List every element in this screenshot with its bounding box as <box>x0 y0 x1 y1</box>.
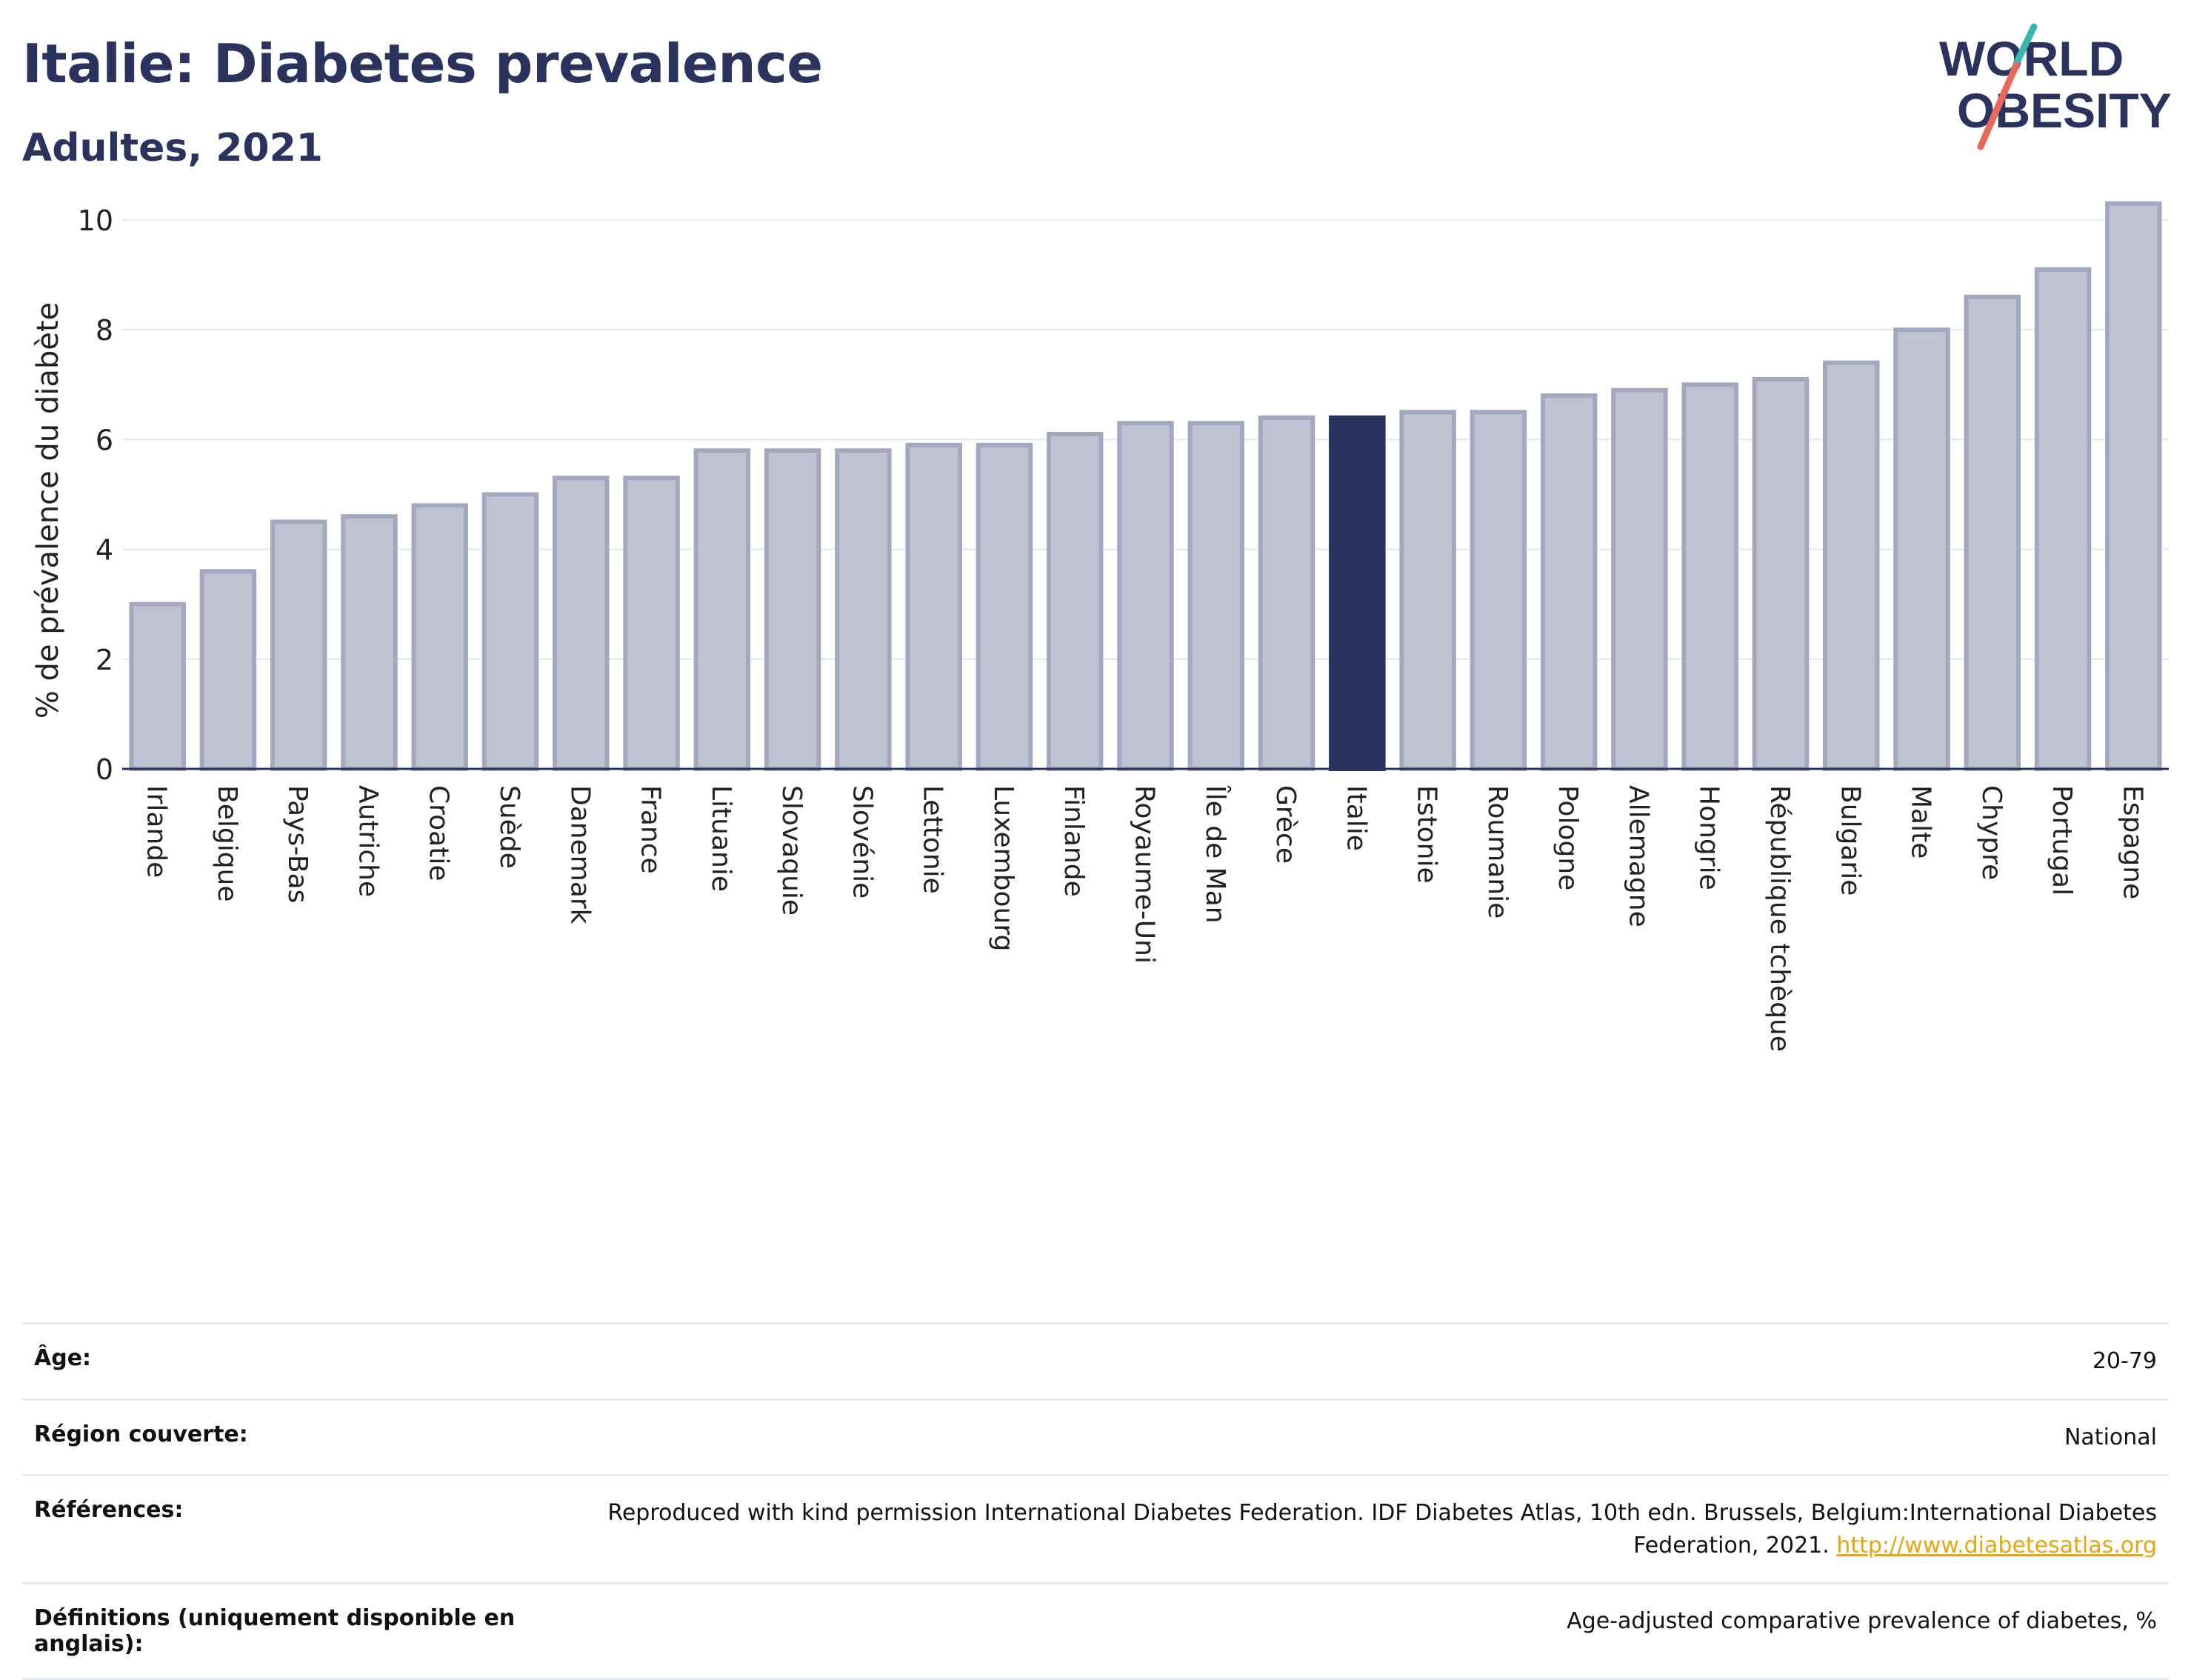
meta-row-age: Âge: 20-79 <box>22 1322 2169 1399</box>
meta-row-definitions: Définitions (uniquement disponible en an… <box>22 1582 2169 1680</box>
y-axis-ticks: 0 2 4 6 8 10 <box>78 204 113 786</box>
x-tick-label: Estonie <box>1412 785 1442 884</box>
y-tick-label: 10 <box>78 204 113 237</box>
x-tick-label: Finlande <box>1058 785 1089 897</box>
x-tick-label: Luxembourg <box>988 785 1018 951</box>
bar <box>1399 410 1456 771</box>
chart-title: Italie: Diabetes prevalence <box>22 33 823 95</box>
bar <box>481 492 539 771</box>
x-tick-label: République tchèque <box>1764 785 1795 1052</box>
bar <box>2105 201 2162 772</box>
bar <box>1752 376 1810 771</box>
x-tick-label: Irlande <box>141 785 172 878</box>
bar-chart: 0 2 4 6 8 10 Irlande Belgique Pays-Bas Autriche C… <box>31 201 2169 1052</box>
x-tick-label: Lettonie <box>918 785 948 894</box>
bar <box>553 476 610 771</box>
meta-value: Reproduced with kind permission Internat… <box>535 1474 2169 1584</box>
y-tick-label: 4 <box>96 534 113 567</box>
x-tick-label: Bulgarie <box>1835 785 1865 896</box>
meta-value: 20-79 <box>535 1322 2169 1399</box>
logo-line-2: OBESITY <box>1957 83 2172 138</box>
x-tick-label: Belgique <box>212 785 242 902</box>
x-tick-label: Autriche <box>353 785 383 897</box>
bar <box>199 569 257 771</box>
logo-slash-teal <box>2012 23 2038 67</box>
meta-key: Définitions (uniquement disponible en an… <box>22 1582 535 1680</box>
bar <box>129 601 186 772</box>
bar <box>1046 432 1104 771</box>
x-tick-label: Portugal <box>2047 785 2077 896</box>
bar <box>1470 410 1527 771</box>
x-tick-label: Malte <box>1906 785 1936 859</box>
bar <box>1540 393 1598 771</box>
chart-subtitle: Adultes, 2021 <box>22 126 323 170</box>
bar <box>1187 421 1245 771</box>
x-tick-label: Roumanie <box>1482 785 1513 919</box>
x-tick-label: France <box>636 785 666 874</box>
x-tick-label: Danemark <box>564 785 595 924</box>
x-tick-label: Hongrie <box>1694 785 1724 890</box>
meta-row-region: Région couverte: National <box>22 1398 2169 1476</box>
meta-key: Références: <box>22 1474 535 1584</box>
x-tick-label: Slovénie <box>847 785 877 899</box>
bar <box>764 448 821 771</box>
references-link[interactable]: http://www.diabetesatlas.org <box>1836 1532 2157 1559</box>
x-tick-label: Grèce <box>1270 785 1301 864</box>
bar <box>976 442 1033 771</box>
y-axis-label: % de prévalence du diabète <box>31 302 65 719</box>
bar-highlighted <box>1329 415 1386 771</box>
x-axis-ticks: Irlande Belgique Pays-Bas Autriche Croatie Su… <box>141 784 2148 1052</box>
bar <box>1893 327 1950 771</box>
bar <box>1823 360 1880 771</box>
references-text: Reproduced with kind permission Internat… <box>607 1500 2157 1559</box>
bar <box>835 448 892 771</box>
bar <box>411 503 468 771</box>
bar <box>1964 294 2021 771</box>
meta-value: Age-adjusted comparative prevalence of d… <box>535 1582 2169 1680</box>
x-tick-label: Suède <box>494 785 524 869</box>
y-tick-label: 2 <box>96 644 113 676</box>
x-tick-label: Slovaquie <box>776 785 807 916</box>
meta-value: National <box>535 1398 2169 1476</box>
x-tick-label: Île de Man <box>1200 784 1231 924</box>
bar <box>1681 382 1738 772</box>
x-tick-label: Italie <box>1341 785 1371 851</box>
y-tick-label: 6 <box>96 424 113 456</box>
world-obesity-logo: WORLD OBESITY <box>1939 23 2172 150</box>
bar <box>1117 421 1174 771</box>
bar <box>623 476 680 771</box>
logo-line-1: WORLD <box>1939 31 2124 86</box>
x-tick-label: Lituanie <box>706 785 736 892</box>
x-tick-label: Pologne <box>1553 785 1583 890</box>
y-tick-label: 0 <box>96 753 113 786</box>
bars <box>129 201 2162 772</box>
meta-key: Âge: <box>22 1322 535 1399</box>
x-tick-label: Royaume-Uni <box>1130 785 1160 964</box>
x-tick-label: Croatie <box>424 785 454 881</box>
bar <box>2034 267 2092 771</box>
x-tick-label: Pays-Bas <box>282 785 313 903</box>
meta-key: Région couverte: <box>22 1398 535 1476</box>
metadata-table: Âge: 20-79 Région couverte: National Réf… <box>22 1322 2169 1680</box>
x-tick-label: Allemagne <box>1623 785 1653 927</box>
bar <box>1611 387 1668 771</box>
bar <box>693 448 751 771</box>
meta-row-references: Références: Reproduced with kind permiss… <box>22 1474 2169 1584</box>
y-tick-label: 8 <box>96 314 113 347</box>
bar <box>270 519 327 771</box>
bar <box>341 514 398 771</box>
bar <box>905 442 962 771</box>
x-tick-label: Espagne <box>2117 785 2147 899</box>
x-tick-label: Chypre <box>1976 785 2007 880</box>
bar <box>1258 415 1315 771</box>
logo-slash-red <box>1977 61 2020 150</box>
